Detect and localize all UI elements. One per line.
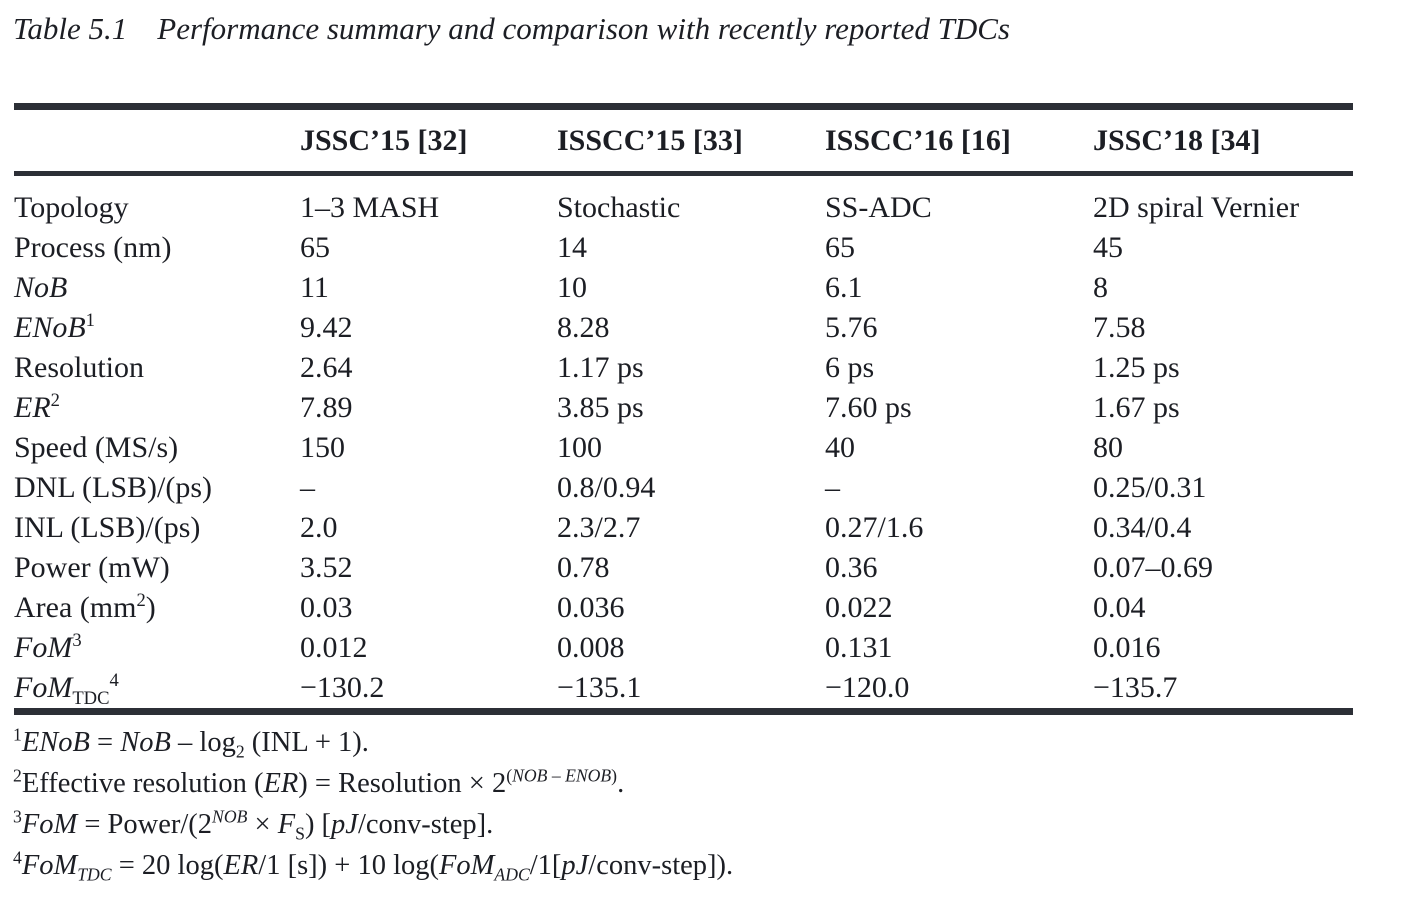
cell-value: 0.34/0.4	[1093, 511, 1192, 544]
cell-value: 0.07–0.69	[1093, 551, 1213, 584]
table-body: Topology 1–3 MASH Stochastic SS-ADC 2D s…	[14, 174, 1353, 712]
cell-value: 0.8/0.94	[557, 471, 656, 504]
cell-value: 40	[825, 431, 855, 464]
cell-value: 7.58	[1093, 311, 1146, 344]
table-row: Topology 1–3 MASH Stochastic SS-ADC 2D s…	[14, 174, 1353, 229]
cell-value: 3.52	[300, 551, 353, 584]
cell-value: 0.04	[1093, 591, 1146, 624]
cell-value: 150	[300, 431, 345, 464]
table-header: JSSC’15 [32] ISSCC’15 [33] ISSCC’16 [16]…	[14, 106, 1353, 176]
cell-value: 2.3/2.7	[557, 511, 641, 544]
footnote-4: 4FoMTDC = 20 log(ER/1 [s]) + 10 log(FoMA…	[13, 847, 734, 885]
footnote-1: 1ENoB = NoB – log2 (INL + 1).	[13, 724, 369, 762]
cell-value: 0.27/1.6	[825, 511, 924, 544]
cell-value: 0.008	[557, 631, 625, 664]
cell-value: 7.89	[300, 391, 353, 424]
cell-value: 8.28	[557, 311, 610, 344]
table-row: FoM3 0.012 0.008 0.131 0.016	[14, 628, 1353, 668]
row-label: ENoB1	[14, 310, 95, 344]
row-label: FoMTDC4	[14, 670, 119, 709]
row-label: Topology	[14, 191, 129, 224]
table-row: ER2 7.89 3.85 ps 7.60 ps 1.67 ps	[14, 388, 1353, 428]
cell-value: 0.78	[557, 551, 610, 584]
cell-value: −130.2	[300, 671, 385, 704]
table-row: Power (mW) 3.52 0.78 0.36 0.07–0.69	[14, 548, 1353, 588]
header-row: JSSC’15 [32] ISSCC’15 [33] ISSCC’16 [16]…	[14, 106, 1353, 176]
table-row: NoB 11 10 6.1 8	[14, 268, 1353, 308]
header-cell-ref2: ISSCC’15 [33]	[557, 106, 825, 176]
performance-table: JSSC’15 [32] ISSCC’15 [33] ISSCC’16 [16]…	[14, 103, 1353, 715]
cell-value: 0.25/0.31	[1093, 471, 1207, 504]
table-row: DNL (LSB)/(ps) – 0.8/0.94 – 0.25/0.31	[14, 468, 1353, 508]
row-label: Resolution	[14, 351, 145, 384]
cell-value: 0.012	[300, 631, 368, 664]
cell-value: 8	[1093, 271, 1108, 304]
table-row: Area (mm2) 0.03 0.036 0.022 0.04	[14, 588, 1353, 628]
table-caption-number: Table 5.1	[13, 11, 128, 46]
header-cell-ref4: JSSC’18 [34]	[1093, 106, 1353, 176]
table-row: Resolution 2.64 1.17 ps 6 ps 1.25 ps	[14, 348, 1353, 388]
cell-value: 5.76	[825, 311, 878, 344]
row-label: Speed (MS/s)	[14, 431, 179, 464]
cell-value: –	[300, 471, 315, 504]
cell-value: 1.17 ps	[557, 351, 644, 384]
cell-value: 2D spiral Vernier	[1093, 191, 1300, 224]
cell-value: SS-ADC	[825, 191, 932, 224]
row-label: INL (LSB)/(ps)	[14, 511, 201, 544]
header-cell-empty	[14, 106, 300, 176]
cell-value: −135.1	[557, 671, 642, 704]
footnote-3: 3FoM = Power/(2NOB × FS) [pJ/conv-step].	[13, 806, 494, 844]
table-caption-text: Performance summary and comparison with …	[157, 11, 1010, 46]
cell-value: 0.131	[825, 631, 893, 664]
performance-table-container: JSSC’15 [32] ISSCC’15 [33] ISSCC’16 [16]…	[14, 103, 1353, 715]
cell-value: 0.036	[557, 591, 625, 624]
cell-value: 0.022	[825, 591, 893, 624]
table-row: Process (nm) 65 14 65 45	[14, 228, 1353, 268]
cell-value: Stochastic	[557, 191, 681, 224]
cell-value: 0.03	[300, 591, 353, 624]
cell-value: 6 ps	[825, 351, 875, 384]
cell-value: 9.42	[300, 311, 353, 344]
row-label: NoB	[14, 271, 68, 304]
row-label: DNL (LSB)/(ps)	[14, 471, 213, 504]
table-caption: Table 5.1 Performance summary and compari…	[13, 10, 1010, 48]
cell-value: 3.85 ps	[557, 391, 644, 424]
table-row: FoMTDC4 −130.2 −135.1 −120.0 −135.7	[14, 668, 1353, 712]
cell-value: 11	[300, 271, 329, 304]
cell-value: 0.016	[1093, 631, 1161, 664]
cell-value: 2.0	[300, 511, 338, 544]
row-label: Process (nm)	[14, 231, 172, 264]
cell-value: 7.60 ps	[825, 391, 912, 424]
cell-value: 1–3 MASH	[300, 191, 440, 224]
footnote-2: 2Effective resolution (ER) = Resolution …	[13, 765, 625, 799]
table-row: INL (LSB)/(ps) 2.0 2.3/2.7 0.27/1.6 0.34…	[14, 508, 1353, 548]
cell-value: –	[825, 471, 840, 504]
cell-value: 45	[1093, 231, 1123, 264]
cell-value: 10	[557, 271, 587, 304]
table-row: Speed (MS/s) 150 100 40 80	[14, 428, 1353, 468]
cell-value: 80	[1093, 431, 1123, 464]
cell-value: 100	[557, 431, 602, 464]
header-cell-ref3: ISSCC’16 [16]	[825, 106, 1093, 176]
cell-value: 0.36	[825, 551, 878, 584]
cell-value: 2.64	[300, 351, 353, 384]
cell-value: 65	[300, 231, 330, 264]
table-row: ENoB1 9.42 8.28 5.76 7.58	[14, 308, 1353, 348]
cell-value: −135.7	[1093, 671, 1178, 704]
header-cell-ref1: JSSC’15 [32]	[300, 106, 557, 176]
cell-value: 65	[825, 231, 855, 264]
cell-value: 6.1	[825, 271, 863, 304]
cell-value: 1.67 ps	[1093, 391, 1180, 424]
table-footnotes: 1ENoB = NoB – log2 (INL + 1). 2Effective…	[13, 722, 733, 886]
cell-value: 1.25 ps	[1093, 351, 1180, 384]
row-label: Area (mm2)	[14, 590, 156, 624]
row-label: Power (mW)	[14, 551, 170, 584]
cell-value: −120.0	[825, 671, 910, 704]
row-label: FoM3	[14, 630, 82, 664]
cell-value: 14	[557, 231, 587, 264]
row-label: ER2	[14, 390, 60, 424]
